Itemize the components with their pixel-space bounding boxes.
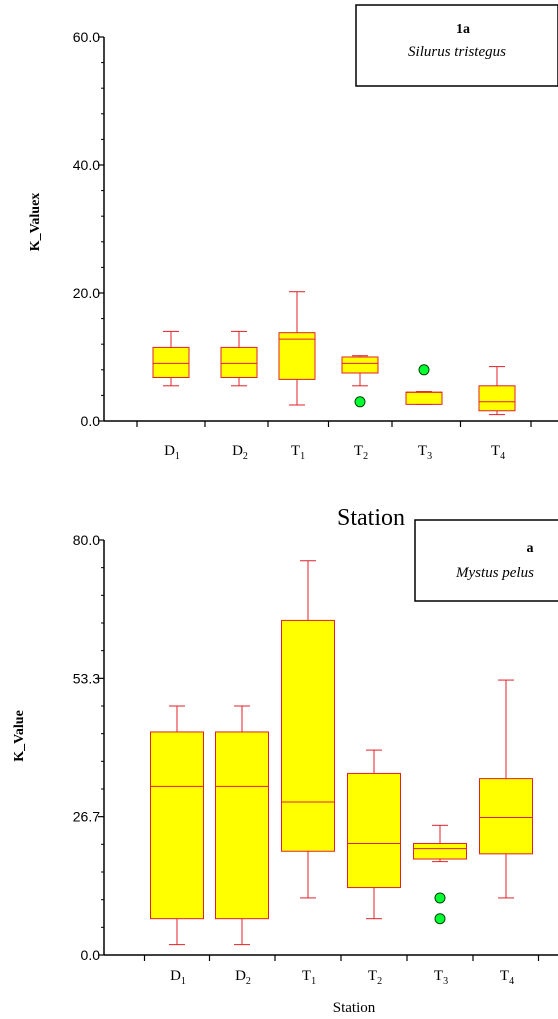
y-axis-label: K_Valuex [28,193,43,252]
y-tick-label: 40.0 [73,157,100,173]
outlier-point [434,892,446,904]
legend-subtitle: Silurus tristegus [408,44,506,60]
chart-panel-silurus: 1a Silurus tristegus K_Valuex Station 0.… [28,4,558,531]
y-tick-label: 0.0 [81,413,101,429]
legend-title: a [527,541,534,556]
box-body [278,332,316,380]
box-body [215,731,269,920]
x-category-label: D2 [235,968,251,987]
box-body [405,391,443,405]
y-tick-label: 53.3 [73,670,100,686]
chart-panel-mystus: a Mystus pelus K_Value Station 0.0 26.7 53… [12,519,558,1016]
x-axis-label: Station [337,505,405,531]
outlier-point [418,364,430,376]
x-axis-label: Station [333,1000,376,1016]
x-category-label: T3 [434,968,448,987]
box-body [347,772,401,889]
x-category-label: T4 [500,968,514,987]
box-body [479,778,533,855]
box-body [281,619,335,852]
x-category-label: T4 [491,443,505,462]
x-category-label: D1 [170,968,186,987]
box-body [341,356,379,374]
x-category-label: T2 [354,443,368,462]
x-category-label: D1 [164,443,180,462]
y-tick-label: 80.0 [73,532,100,548]
legend-subtitle: Mystus pelus [455,565,534,581]
x-category-label: T1 [291,443,305,462]
legend-box [414,519,558,602]
box-body [478,385,516,412]
y-tick-label: 20.0 [73,285,100,301]
legend-box [355,4,558,87]
x-category-label: D2 [232,443,248,462]
y-tick-label: 0.0 [81,947,101,963]
legend-title: 1a [456,22,470,37]
box-body [220,346,258,378]
y-tick-label: 60.0 [73,29,100,45]
outlier-point [434,913,446,925]
x-category-label: T3 [418,443,432,462]
y-axis-label: K_Value [12,710,27,762]
box-body [152,346,190,378]
outlier-point [354,396,366,408]
box-body [413,842,467,860]
box-body [150,731,204,920]
y-tick-label: 26.7 [73,809,100,825]
x-category-label: T2 [368,968,382,987]
x-category-label: T1 [302,968,316,987]
